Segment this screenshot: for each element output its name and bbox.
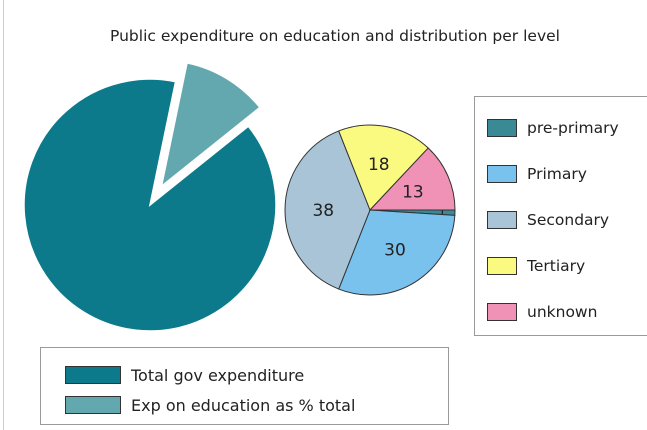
- data-label-primary: 30: [384, 241, 406, 261]
- legend-label: Primary: [527, 165, 587, 183]
- slice-unknown: [368, 147, 456, 211]
- data-label-unknown: 13: [402, 182, 424, 202]
- legend-item-secondary: Secondary: [487, 209, 609, 231]
- legend-label: Total gov expenditure: [131, 365, 305, 385]
- legend-swatch: [487, 165, 517, 183]
- legend-swatch: [487, 257, 517, 275]
- legend-item-pre-primary: pre-primary: [487, 117, 619, 139]
- legend-item-total-gov-expenditure: Total gov expenditure: [65, 364, 304, 386]
- slice-total-gov-expenditure: [23, 78, 277, 332]
- frame-border: [3, 0, 4, 430]
- slice-primary: [338, 209, 456, 296]
- slice-secondary: [284, 130, 371, 290]
- legend-levels: pre-primary Primary Secondary Tertiary unkno…: [474, 96, 647, 336]
- legend-swatch: [487, 303, 517, 321]
- legend-item-exp-on-education-as-total: Exp on education as % total: [65, 394, 355, 416]
- legend-item-primary: Primary: [487, 163, 587, 185]
- chart-title: Public expenditure on education and dist…: [110, 27, 560, 45]
- legend-swatch: [487, 119, 517, 137]
- legend-label: unknown: [527, 303, 598, 321]
- data-label-tertiary: 18: [368, 155, 390, 175]
- legend-item-tertiary: Tertiary: [487, 255, 585, 277]
- legend-expenditure: Total gov expenditure Exp on education as…: [40, 347, 449, 425]
- slice-tertiary: [338, 124, 429, 211]
- slice-exp-on-education-as-total: [160, 61, 261, 189]
- legend-item-unknown: unknown: [487, 301, 597, 323]
- legend-swatch: [65, 396, 121, 414]
- legend-swatch: [65, 366, 121, 384]
- legend-swatch: [487, 211, 517, 229]
- legend-label: Tertiary: [527, 257, 586, 275]
- legend-label: Exp on education as % total: [131, 395, 356, 415]
- legend-label: pre-primary: [527, 119, 619, 137]
- legend-label: Secondary: [527, 211, 610, 229]
- data-label-secondary: 38: [312, 201, 334, 221]
